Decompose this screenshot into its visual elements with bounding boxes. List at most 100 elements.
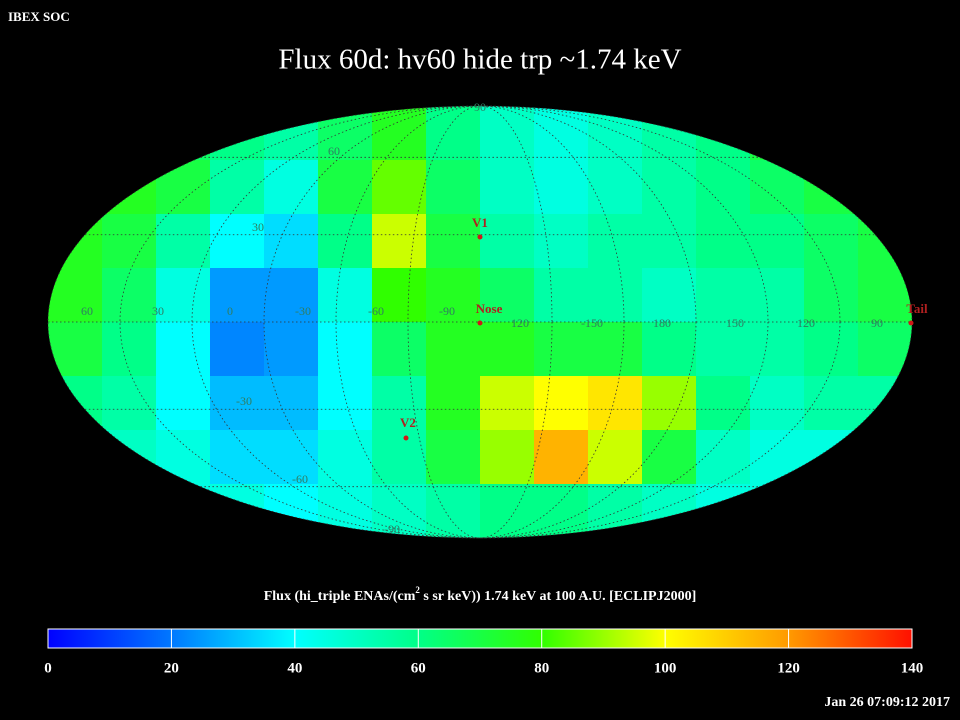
flux-cell xyxy=(642,322,697,377)
flux-cell xyxy=(426,106,481,161)
colorbar-title-sup: 2 xyxy=(415,585,420,595)
colorbar-tick-label: 60 xyxy=(411,660,426,676)
flux-cell xyxy=(858,322,912,377)
title: Flux 60d: hv60 hide trp ~1.74 keV xyxy=(278,44,681,76)
map-labels: 60 30 0 -30 -60 -90 120 -150 180 150 120 90 90 60 30 -3… xyxy=(81,100,928,536)
flux-cell xyxy=(210,268,265,323)
flux-cell xyxy=(804,106,859,161)
flux-cell xyxy=(480,484,535,538)
flux-cell xyxy=(750,160,805,215)
flux-cell xyxy=(750,106,805,161)
flux-cell xyxy=(318,268,373,323)
flux-cell xyxy=(750,484,805,538)
flux-cell xyxy=(210,322,265,377)
flux-cell xyxy=(210,430,265,485)
flux-cell xyxy=(48,214,103,269)
flux-cell xyxy=(210,484,265,538)
flux-cell xyxy=(534,160,589,215)
colorbar-title-part: s sr keV)) 1.74 keV at 100 A.U. [ECLIPJ2… xyxy=(420,589,696,604)
longitude-label: -30 xyxy=(295,304,311,318)
flux-cell xyxy=(480,430,535,485)
flux-cell xyxy=(588,214,643,269)
longitude-label: 90 xyxy=(871,316,883,330)
flux-cell xyxy=(372,430,427,485)
colorbar-tick-label: 20 xyxy=(164,660,179,676)
flux-cell xyxy=(750,322,805,377)
flux-cell xyxy=(426,322,481,377)
flux-cell xyxy=(318,376,373,431)
flux-cell xyxy=(372,160,427,215)
flux-cell xyxy=(642,376,697,431)
latitude-label: 30 xyxy=(252,220,264,234)
flux-cell xyxy=(318,214,373,269)
flux-cell xyxy=(858,106,912,161)
flux-cell xyxy=(372,268,427,323)
flux-cell xyxy=(804,376,859,431)
flux-cell xyxy=(804,214,859,269)
flux-cell xyxy=(750,268,805,323)
latitude-label: -90 xyxy=(384,522,400,536)
flux-cell xyxy=(534,484,589,538)
longitude-label: -150 xyxy=(581,316,603,330)
flux-cell xyxy=(480,160,535,215)
marker xyxy=(477,234,483,240)
flux-cell xyxy=(642,268,697,323)
flux-cell xyxy=(156,160,211,215)
marker-label: V2 xyxy=(400,415,416,430)
flux-cell xyxy=(156,376,211,431)
marker xyxy=(477,320,483,326)
marker-label: Nose xyxy=(476,301,503,316)
flux-cell xyxy=(858,484,912,538)
flux-cell xyxy=(858,430,912,485)
flux-cell xyxy=(156,430,211,485)
flux-cell xyxy=(696,268,751,323)
flux-cell xyxy=(264,322,319,377)
flux-cell xyxy=(156,322,211,377)
flux-cell xyxy=(48,484,103,538)
longitude-label: 120 xyxy=(797,316,815,330)
flux-cell xyxy=(210,214,265,269)
flux-cell xyxy=(426,160,481,215)
flux-cell xyxy=(804,160,859,215)
flux-cell xyxy=(48,430,103,485)
flux-cell xyxy=(318,484,373,538)
flux-cell xyxy=(480,106,535,161)
flux-cell xyxy=(264,376,319,431)
flux-cell xyxy=(588,430,643,485)
flux-cell xyxy=(426,376,481,431)
longitude-label: 60 xyxy=(81,304,93,318)
flux-cell xyxy=(534,106,589,161)
flux-cell xyxy=(102,160,157,215)
flux-cell xyxy=(750,214,805,269)
flux-cell xyxy=(372,214,427,269)
flux-cell xyxy=(156,268,211,323)
latitude-label: 60 xyxy=(328,144,340,158)
colorbar-tick-label: 80 xyxy=(534,660,549,676)
flux-cell xyxy=(372,484,427,538)
colorbar-ticks: 0 20 40 60 80 100 120 140 xyxy=(44,629,923,676)
flux-cell xyxy=(210,160,265,215)
flux-cell xyxy=(48,160,103,215)
flux-cell xyxy=(48,322,103,377)
flux-cell xyxy=(858,376,912,431)
flux-cell xyxy=(534,214,589,269)
flux-cell xyxy=(210,376,265,431)
flux-cell xyxy=(48,268,103,323)
flux-cell xyxy=(696,160,751,215)
flux-cell xyxy=(588,268,643,323)
flux-cell xyxy=(642,160,697,215)
flux-cell xyxy=(264,430,319,485)
flux-cell xyxy=(858,214,912,269)
flux-cell xyxy=(426,268,481,323)
flux-cell xyxy=(372,376,427,431)
flux-cell xyxy=(588,376,643,431)
flux-cell xyxy=(156,214,211,269)
flux-cell xyxy=(372,106,427,161)
flux-cell xyxy=(480,376,535,431)
flux-cell xyxy=(804,484,859,538)
app-name: IBEX SOC xyxy=(8,9,70,24)
flux-cell xyxy=(48,376,103,431)
flux-cell xyxy=(480,268,535,323)
flux-cell xyxy=(102,268,157,323)
